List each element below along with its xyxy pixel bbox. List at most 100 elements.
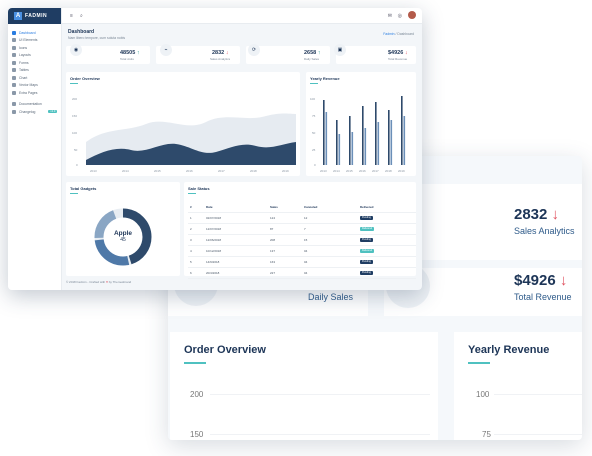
pages-icon [12, 90, 16, 95]
order-y-tick: 0 [76, 163, 78, 167]
layers-icon [12, 38, 16, 43]
order-overview-chart: 200 150 100 50 0 2013 2014 2015 2016 201… [72, 97, 296, 173]
order-y-tick: 100 [72, 131, 77, 135]
star-icon [12, 45, 16, 50]
title-underline [184, 362, 206, 364]
avatar[interactable] [408, 11, 416, 19]
sidebar-item-chart[interactable]: Chart [8, 74, 61, 82]
menu-icon[interactable]: ≡ [70, 13, 73, 19]
footer: © 2018 Fadmin - Crafted with ♥ by Themes… [66, 280, 131, 284]
order-x-tick: 2017 [218, 169, 225, 173]
table-cell: 10/12/2018 [204, 245, 268, 257]
sidebar-item-icons[interactable]: Icons [8, 44, 61, 52]
revenue-bar [364, 128, 367, 165]
title-underline [70, 193, 78, 194]
table-cell: 04 [302, 256, 358, 268]
order-x-axis: 2013 2014 2015 2016 2017 2018 2019 [90, 169, 289, 173]
status-badge: Delivered [360, 249, 375, 253]
order-x-tick: 2018 [250, 169, 257, 173]
table-row: 2 12/07/2018 87 7 Delivered [188, 223, 416, 235]
table-row: 4 10/12/2018 137 04 Delivered [188, 245, 416, 257]
version-badge: v1.0 [48, 110, 58, 114]
bell-icon[interactable]: ◎ [397, 13, 402, 19]
stat-value: 2658 ↑ [304, 50, 321, 56]
sidebar-item-label: Changelog [19, 109, 36, 114]
table-cell: 14/9/2018 [204, 256, 268, 268]
sidebar-item-ui-elements[interactable]: UI Elements [8, 37, 61, 45]
table-header-row: # Date Sales Canceled Delivered [188, 202, 416, 213]
order-y-axis: 200 150 100 50 0 [72, 97, 78, 167]
revenue-y-tick: 75 [312, 114, 316, 118]
zoom-order-overview-card: Order Overview 200 150 [170, 332, 438, 440]
sidebar-item-documentation[interactable]: Documentation [8, 101, 61, 109]
eye-icon: ◉ [70, 44, 82, 56]
stat-label: Sales Analytics [210, 57, 231, 61]
sidebar-item-dashboard[interactable]: Dashboard [8, 29, 61, 37]
zoom-sales-analytics-value: 2832 ↓ [514, 206, 560, 223]
gridline [494, 434, 582, 435]
sidebar-item-extra-pages[interactable]: Extra Pages [8, 89, 61, 97]
zoom-total-revenue-label: Total Revenue [514, 292, 572, 302]
chart-icon [12, 75, 16, 80]
sidebar-item-tables[interactable]: Tables [8, 67, 61, 75]
order-overview-title: Order Overview [70, 76, 100, 81]
refresh-icon: ⟳ [248, 44, 260, 56]
sidebar-item-changelog[interactable]: Changelog v1.0 [8, 108, 61, 116]
donut-center-name: Apple [113, 230, 133, 237]
order-x-tick: 2019 [282, 169, 289, 173]
gridline [210, 394, 430, 395]
map-icon [12, 83, 16, 88]
revenue-x-tick: 2014 [333, 169, 340, 173]
revenue-x-tick: 2017 [372, 169, 379, 173]
table-cell: Pending [358, 234, 416, 246]
revenue-x-tick: 2016 [359, 169, 366, 173]
sidebar-item-layouts[interactable]: Layouts [8, 52, 61, 60]
revenue-bar [377, 122, 380, 165]
gadgets-card: Total Gadgets Apple 45 [66, 182, 180, 276]
yearly-revenue-title: Yearly Revenue [310, 76, 340, 81]
donut-segment-2 [94, 208, 152, 266]
app-logo[interactable]: A FADMIN [8, 8, 61, 24]
table-cell: 12/07/2018 [204, 223, 268, 235]
zoom-daily-sales-label: Daily Sales [308, 292, 354, 302]
zoom-order-tick: 200 [190, 390, 204, 399]
table-cell: 20/4/2018 [204, 267, 268, 279]
order-x-tick: 2016 [186, 169, 193, 173]
column-header: Canceled [302, 202, 358, 213]
table-cell: 12 [302, 212, 358, 224]
home-icon [12, 30, 16, 35]
stat-value: 48505 ↑ [120, 50, 140, 56]
order-x-tick: 2015 [154, 169, 161, 173]
revenue-bar [390, 120, 393, 165]
revenue-x-tick: 2019 [398, 169, 405, 173]
mail-icon[interactable]: ✉ [387, 13, 392, 19]
revenue-y-tick: 50 [312, 131, 316, 135]
sale-status-title: Sale Status [188, 186, 210, 191]
table-cell: 1 [188, 212, 204, 224]
logo-icon: A [14, 12, 22, 20]
stat-value: $4926 ↓ [388, 50, 408, 56]
sidebar-item-forms[interactable]: Forms [8, 59, 61, 67]
sidebar-item-vector-maps[interactable]: Vector Maps [8, 82, 61, 90]
revenue-y-tick: 0 [314, 163, 316, 167]
status-badge: Pending [360, 271, 373, 275]
table-cell: 137 [268, 245, 302, 257]
table-cell: 5 [188, 256, 204, 268]
order-area-front [86, 142, 296, 165]
sidebar-item-label: Documentation [19, 102, 42, 107]
order-y-tick: 200 [72, 97, 77, 101]
sidebar-item-label: Vector Maps [19, 83, 38, 88]
sidebar-item-label: Icons [19, 45, 28, 50]
search-icon[interactable]: ⌕ [80, 13, 83, 19]
sidebar-item-label: Extra Pages [19, 90, 38, 95]
logo-text: FADMIN [25, 13, 48, 19]
clipboard-icon [12, 109, 16, 114]
sidebar-nav: Dashboard UI Elements Icons Layouts Form… [8, 24, 61, 116]
table-cell: Pending [358, 212, 416, 224]
title-underline [310, 83, 318, 84]
order-x-tick: 2014 [122, 169, 129, 173]
zoom-sales-analytics-label: Sales Analytics [514, 226, 575, 236]
breadcrumb-root[interactable]: Fadmin [383, 32, 395, 36]
page-subtitle: Nam libero tempore, cum soluta nobis [68, 36, 126, 40]
